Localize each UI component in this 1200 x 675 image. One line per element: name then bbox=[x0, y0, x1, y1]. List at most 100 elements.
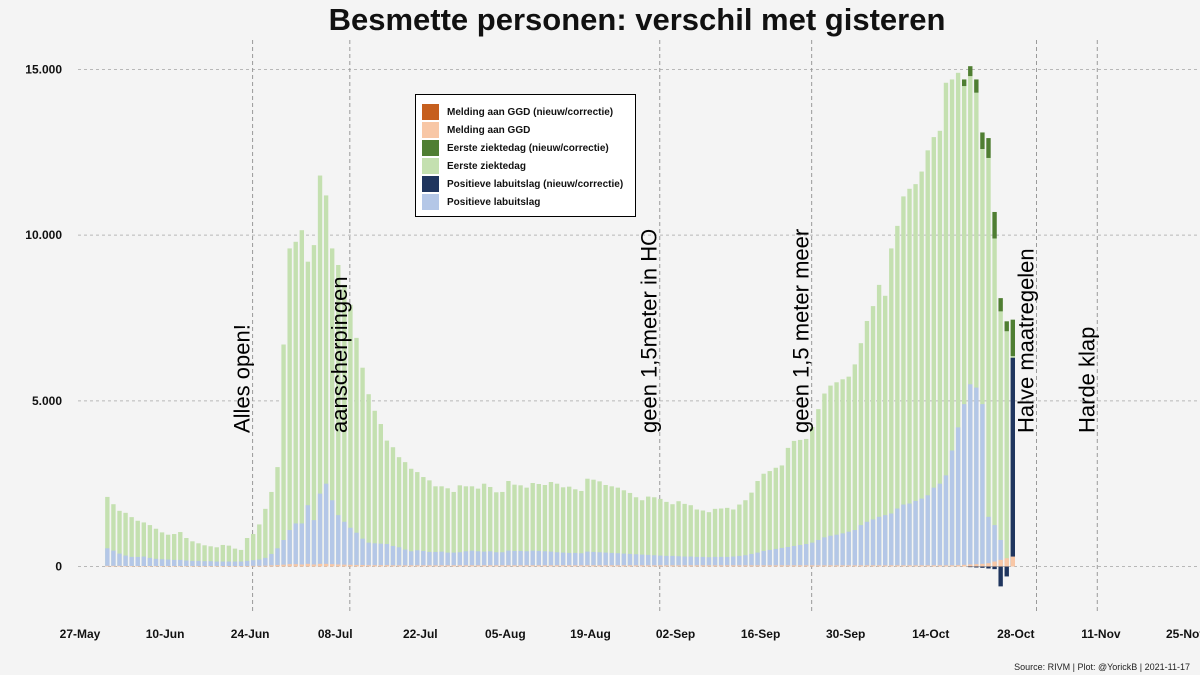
bar-segment bbox=[433, 486, 438, 567]
bar-segment bbox=[500, 491, 505, 567]
bar-segment bbox=[251, 565, 256, 567]
bar-segment bbox=[700, 556, 706, 567]
bar-segment bbox=[615, 565, 620, 567]
bar-segment bbox=[409, 468, 414, 567]
bar-segment bbox=[269, 553, 274, 567]
chart-bars bbox=[105, 66, 1015, 587]
bar-correction-segment bbox=[986, 138, 991, 158]
bar-segment bbox=[336, 515, 341, 567]
bar-segment bbox=[597, 565, 602, 567]
bar-segment bbox=[372, 543, 377, 567]
bar-segment bbox=[822, 393, 827, 567]
bar-segment bbox=[232, 561, 238, 567]
bar-segment bbox=[196, 560, 201, 567]
bar-segment bbox=[548, 565, 554, 567]
bar-segment bbox=[980, 404, 985, 567]
bar-segment bbox=[737, 504, 742, 567]
bar-segment bbox=[317, 175, 323, 567]
bar-segment bbox=[615, 553, 620, 567]
bar-segment bbox=[165, 534, 171, 567]
bar-segment bbox=[263, 557, 268, 567]
bar-segment bbox=[451, 491, 456, 567]
bar-segment bbox=[816, 409, 821, 567]
bar-segment bbox=[986, 157, 991, 567]
bar-correction-segment bbox=[998, 298, 1003, 312]
bar-segment bbox=[190, 560, 195, 567]
bar-segment bbox=[591, 565, 596, 567]
bar-segment bbox=[840, 565, 845, 567]
bar-segment bbox=[658, 498, 663, 567]
bar-segment bbox=[998, 539, 1003, 567]
bar-segment bbox=[810, 565, 815, 567]
bar-segment bbox=[536, 565, 541, 567]
bar-segment bbox=[749, 492, 754, 567]
bar-segment bbox=[494, 492, 499, 567]
chart-axes: 0 5.000 10.000 15.000 27-May 10-Jun 24-Jun 08-J… bbox=[25, 63, 1200, 642]
bar-segment bbox=[712, 565, 718, 567]
bar-segment bbox=[305, 261, 311, 567]
bar-segment bbox=[123, 512, 128, 567]
bar-segment bbox=[226, 561, 232, 567]
bar-correction-segment bbox=[992, 566, 997, 570]
bar-segment bbox=[165, 559, 171, 567]
bar-segment bbox=[244, 566, 250, 567]
bar-segment bbox=[931, 137, 936, 567]
bar-segment bbox=[196, 566, 201, 567]
bar-segment bbox=[141, 566, 146, 567]
bar-segment bbox=[895, 565, 900, 567]
bar-segment bbox=[129, 517, 134, 567]
bar-segment bbox=[864, 565, 870, 567]
bar-segment bbox=[257, 559, 262, 567]
bar-segment bbox=[573, 489, 578, 567]
bar-segment bbox=[536, 483, 541, 567]
bar-segment bbox=[445, 565, 450, 567]
bar-segment bbox=[506, 481, 511, 567]
bar-segment bbox=[749, 565, 754, 567]
bar-segment bbox=[949, 565, 955, 567]
bar-segment bbox=[785, 447, 791, 567]
bar-segment bbox=[348, 564, 353, 567]
bar-segment bbox=[232, 548, 238, 567]
bar-segment bbox=[688, 565, 693, 567]
bar-segment bbox=[372, 410, 377, 567]
bar-segment bbox=[178, 532, 183, 567]
bar-segment bbox=[682, 565, 687, 567]
x-tick-label: 16-Sep bbox=[741, 627, 780, 641]
bar-segment bbox=[621, 490, 627, 567]
bar-segment bbox=[974, 92, 979, 567]
bar-segment bbox=[797, 439, 803, 567]
bar-segment bbox=[627, 492, 633, 567]
bar-segment bbox=[725, 565, 730, 567]
bar-segment bbox=[609, 486, 614, 567]
bar-segment bbox=[293, 564, 298, 567]
bar-segment bbox=[646, 565, 651, 567]
bar-segment bbox=[1010, 556, 1015, 567]
bar-segment bbox=[323, 195, 329, 567]
legend-item: Positieve labuitslag (nieuw/correctie) bbox=[422, 175, 629, 193]
bar-segment bbox=[822, 537, 827, 567]
bar-segment bbox=[883, 515, 888, 567]
bar-segment bbox=[305, 505, 311, 567]
bar-segment bbox=[937, 483, 943, 567]
bar-segment bbox=[554, 552, 560, 567]
bar-segment bbox=[676, 501, 681, 567]
bar-segment bbox=[299, 523, 304, 567]
bar-segment bbox=[445, 488, 450, 567]
bar-segment bbox=[955, 427, 961, 567]
bar-segment bbox=[512, 565, 517, 567]
y-tick-label: 10.000 bbox=[25, 228, 62, 242]
bar-segment bbox=[779, 547, 785, 567]
bar-segment bbox=[828, 535, 833, 567]
bar-segment bbox=[992, 525, 997, 567]
bar-segment bbox=[421, 477, 426, 567]
bar-segment bbox=[658, 555, 663, 567]
bar-segment bbox=[384, 440, 390, 567]
event-annotation: Harde klap bbox=[1074, 327, 1099, 433]
bar-correction-segment bbox=[986, 566, 991, 569]
bar-segment bbox=[184, 538, 189, 567]
bar-segment bbox=[226, 566, 232, 567]
bar-segment bbox=[457, 552, 462, 567]
bar-segment bbox=[883, 565, 888, 567]
legend-swatch-pos bbox=[422, 194, 439, 210]
bar-segment bbox=[481, 483, 487, 567]
